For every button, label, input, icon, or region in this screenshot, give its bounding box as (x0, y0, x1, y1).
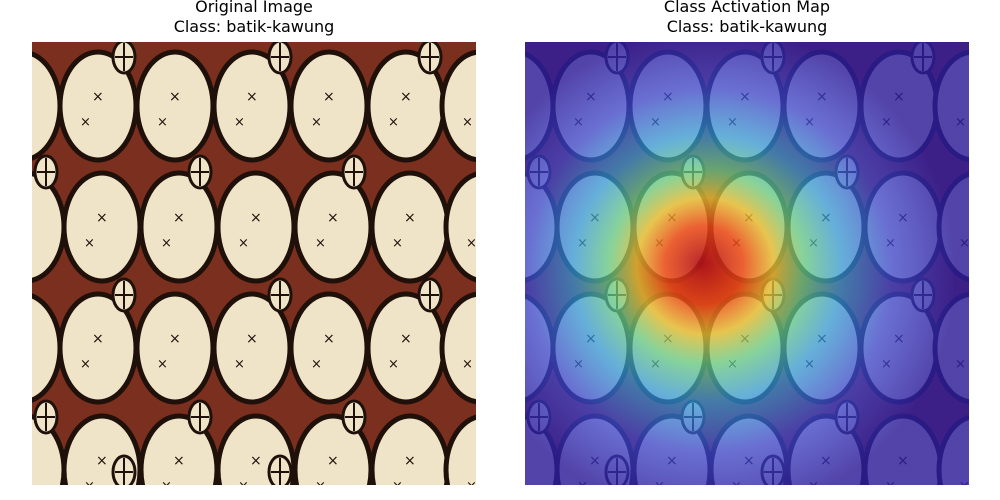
panel-class-label: Class: batik-kawung (173, 17, 335, 36)
kawung-motifs: ××××××××××××××××××××××××××××××××××××××××… (32, 49, 476, 485)
svg-text:×: × (315, 479, 326, 485)
panel-title: Original Image (195, 0, 313, 16)
svg-text:×: × (315, 236, 326, 251)
svg-text:×: × (80, 357, 91, 372)
svg-text:×: × (466, 479, 476, 485)
svg-text:×: × (250, 453, 262, 469)
panel-title: Class Activation Map (663, 0, 831, 16)
svg-text:×: × (80, 115, 91, 130)
svg-text:×: × (157, 115, 168, 130)
svg-text:×: × (238, 236, 249, 251)
svg-text:×: × (388, 357, 399, 372)
svg-text:×: × (157, 357, 168, 372)
svg-text:×: × (169, 89, 181, 105)
svg-text:×: × (466, 236, 476, 251)
svg-text:×: × (404, 453, 416, 469)
svg-text:×: × (250, 210, 262, 226)
svg-text:×: × (238, 479, 249, 485)
svg-text:×: × (323, 89, 335, 105)
svg-text:×: × (311, 357, 322, 372)
activation-map-image: ××××××××××××××××××××××××××××××××××××××××… (525, 42, 969, 485)
svg-text:×: × (173, 453, 185, 469)
svg-text:×: × (404, 210, 416, 226)
svg-text:×: × (462, 357, 473, 372)
svg-text:×: × (173, 210, 185, 226)
svg-text:×: × (96, 453, 108, 469)
svg-text:×: × (400, 331, 412, 347)
activation-heatmap (525, 42, 969, 485)
panel-class-label: Class: batik-kawung (666, 17, 828, 36)
svg-text:×: × (92, 331, 104, 347)
svg-text:×: × (327, 453, 339, 469)
svg-text:×: × (234, 115, 245, 130)
activation-map-panel: Class Activation Map Class: batik-kawung… (525, 0, 969, 500)
svg-text:×: × (96, 210, 108, 226)
svg-text:×: × (474, 331, 476, 347)
svg-text:×: × (161, 236, 172, 251)
svg-text:×: × (161, 479, 172, 485)
svg-text:×: × (400, 89, 412, 105)
svg-text:×: × (84, 236, 95, 251)
svg-text:×: × (311, 115, 322, 130)
svg-text:×: × (392, 236, 403, 251)
svg-text:×: × (474, 89, 476, 105)
original-image: ××××××××××××××××××××××××××××××××××××××××… (32, 42, 476, 485)
svg-text:×: × (169, 331, 181, 347)
svg-text:×: × (327, 210, 339, 226)
svg-text:×: × (388, 115, 399, 130)
svg-text:×: × (246, 89, 258, 105)
svg-text:×: × (392, 479, 403, 485)
small-cross-ovals (33, 42, 443, 485)
svg-text:×: × (84, 479, 95, 485)
svg-text:×: × (92, 89, 104, 105)
svg-text:×: × (246, 331, 258, 347)
svg-text:×: × (462, 115, 473, 130)
svg-text:×: × (234, 357, 245, 372)
original-image-panel: Original Image Class: batik-kawung × × × × ×… (32, 0, 476, 500)
svg-text:×: × (323, 331, 335, 347)
